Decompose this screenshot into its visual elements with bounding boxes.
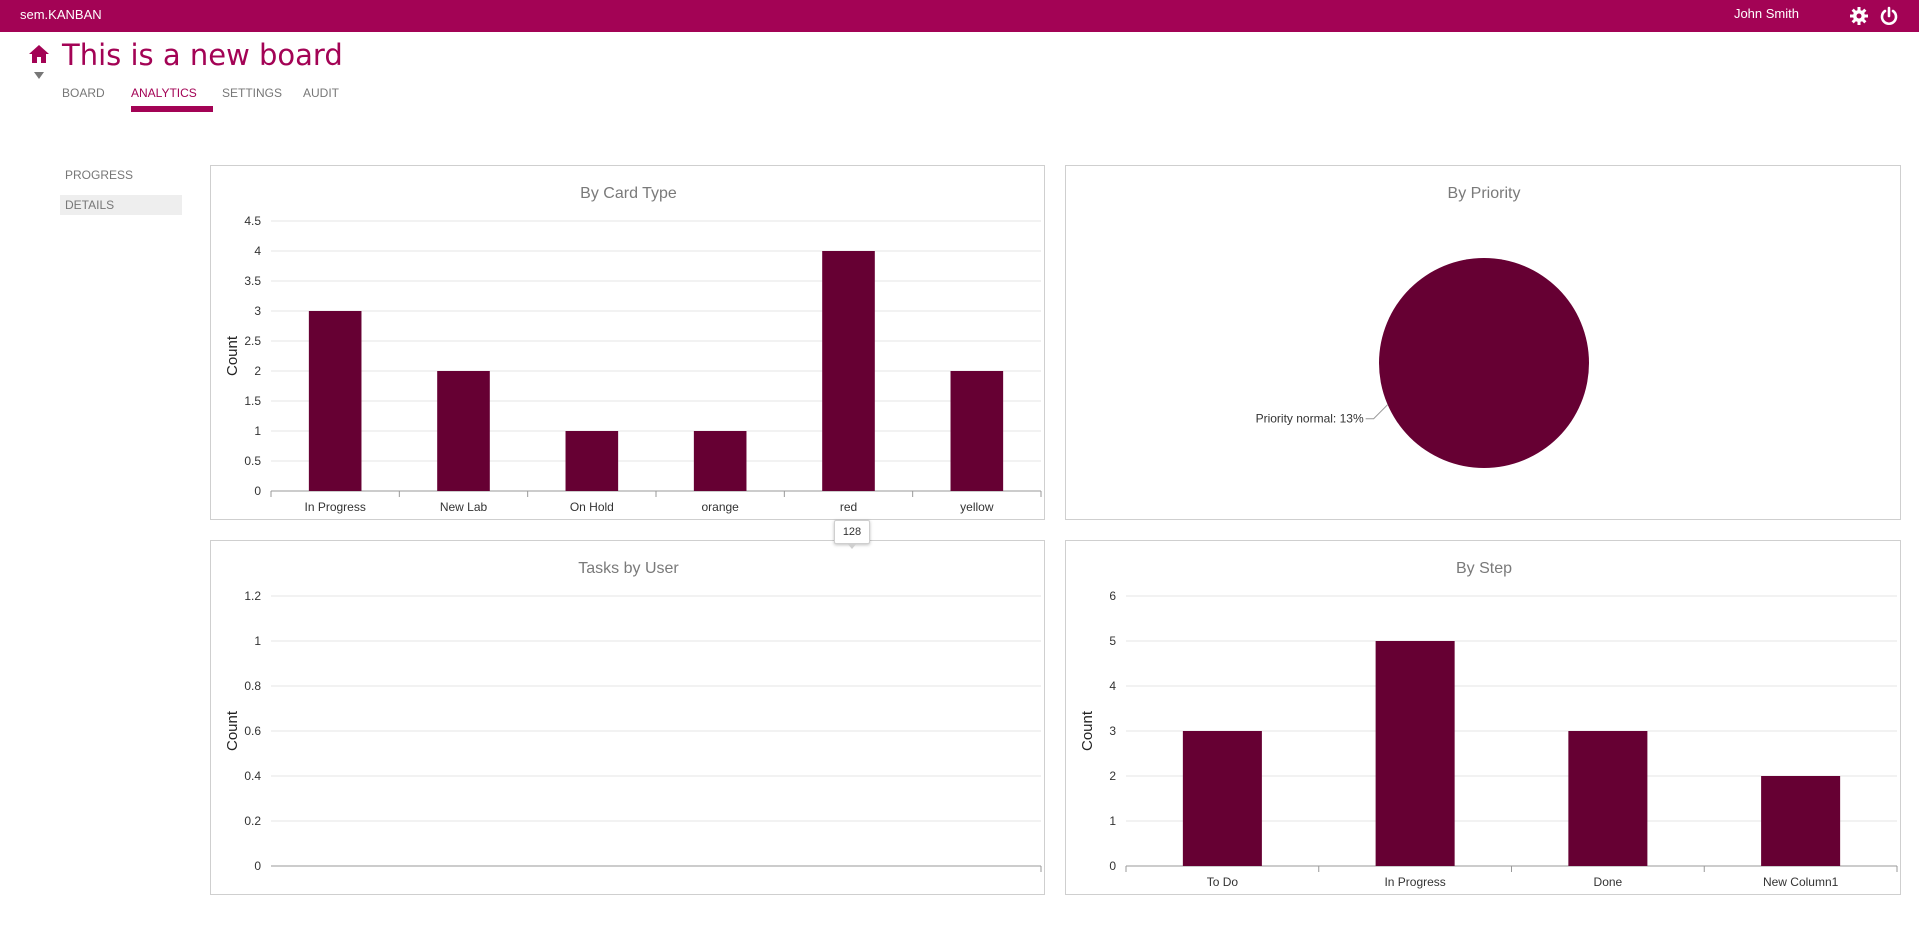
x-tick-label: orange: [701, 500, 739, 514]
y-tick-label: 0.5: [244, 454, 261, 468]
y-axis-title: Count: [224, 335, 241, 376]
tasks-by-user-chart: Tasks by User 0 0.2 0.4 0.6 0.8 1 1.2 Count: [224, 560, 1042, 873]
y-tick-label: 0.4: [244, 769, 261, 783]
chart-panel-by-step: By Step 0 1 2 3 4 5 6 Count To Do In Progress Done N…: [1065, 540, 1901, 895]
tab-analytics[interactable]: ANALYTICS: [131, 86, 197, 100]
sidebar-item-progress[interactable]: PROGRESS: [65, 168, 134, 182]
y-tick-label: 0: [1109, 859, 1116, 873]
tab-settings[interactable]: SETTINGS: [222, 86, 283, 100]
y-tick-label: 0: [254, 484, 261, 498]
board-title: This is a new board: [62, 38, 343, 72]
bar-yellow[interactable]: [950, 371, 1004, 491]
chart-title: By Card Type: [580, 185, 677, 202]
caret-down-icon[interactable]: [32, 67, 46, 79]
y-tick-label: 2.5: [244, 334, 261, 348]
y-tick-label: 1: [254, 634, 261, 648]
pie-slice-priority-normal[interactable]: [1379, 258, 1589, 468]
y-tick-label: 0: [254, 859, 261, 873]
chart-panel-by-priority: By Priority Priority normal: 13%: [1065, 165, 1901, 520]
y-tick-label: 3: [1109, 724, 1116, 738]
sidebar-item-details[interactable]: DETAILS: [60, 195, 182, 215]
y-tick-label: 2: [1109, 769, 1116, 783]
top-bar: sem.KANBAN John Smith: [0, 0, 1919, 32]
by-step-chart: By Step 0 1 2 3 4 5 6 Count To Do In Progress Done N…: [1079, 560, 1898, 889]
x-tick-label: To Do: [1207, 875, 1239, 889]
chart-tooltip: 128: [834, 520, 870, 549]
by-card-type-chart: By Card Type 0 0.5 1 1.5 2 2.5 3 3.5 4 4.5 Count In …: [224, 185, 1042, 514]
y-tick-label: 3: [254, 304, 261, 318]
y-tick-label: 5: [1109, 634, 1116, 648]
by-priority-chart: By Priority Priority normal: 13%: [1256, 185, 1589, 468]
x-tick-label: red: [840, 500, 857, 514]
y-tick-label: 0.2: [244, 814, 261, 828]
x-tick-label: yellow: [960, 500, 994, 514]
y-axis-title: Count: [1079, 710, 1096, 751]
chart-title: Tasks by User: [578, 560, 679, 577]
y-tick-label: 4.5: [244, 214, 261, 228]
bar-in-progress[interactable]: [1375, 641, 1455, 866]
y-tick-label: 1: [1109, 814, 1116, 828]
y-tick-label: 0.6: [244, 724, 261, 738]
bar-red[interactable]: [822, 251, 875, 491]
power-icon[interactable]: [1879, 6, 1899, 26]
bar-new-lab[interactable]: [437, 371, 490, 491]
bar-new-column1[interactable]: [1761, 776, 1841, 866]
y-tick-label: 1.2: [244, 589, 261, 603]
chart-panel-tasks-by-user: Tasks by User 0 0.2 0.4 0.6 0.8 1 1.2 Count: [210, 540, 1045, 895]
user-name[interactable]: John Smith: [1733, 6, 1799, 21]
chart-panel-by-card-type: By Card Type 0 0.5 1 1.5 2 2.5 3 3.5 4 4.5 Count In …: [210, 165, 1045, 520]
y-tick-label: 3.5: [244, 274, 261, 288]
y-tick-label: 6: [1109, 589, 1116, 603]
x-tick-label: In Progress: [304, 500, 365, 514]
x-tick-label: In Progress: [1384, 875, 1445, 889]
active-tab-indicator: [131, 106, 213, 112]
pie-slice-label: Priority normal: 13%: [1256, 412, 1364, 426]
app-name[interactable]: sem.KANBAN: [20, 7, 102, 22]
y-tick-label: 1.5: [244, 394, 261, 408]
bar-done[interactable]: [1568, 731, 1648, 866]
tab-board[interactable]: BOARD: [62, 86, 105, 100]
gear-icon[interactable]: [1849, 6, 1869, 26]
y-tick-label: 1: [254, 424, 261, 438]
bar-orange[interactable]: [693, 431, 747, 491]
bar-to-do[interactable]: [1182, 731, 1262, 866]
x-tick-label: New Lab: [440, 500, 488, 514]
x-tick-label: New Column1: [1763, 875, 1839, 889]
y-tick-label: 4: [1109, 679, 1116, 693]
tab-audit[interactable]: AUDIT: [303, 86, 339, 100]
y-tick-label: 2: [254, 364, 261, 378]
bar-on-hold[interactable]: [565, 431, 619, 491]
chart-title: By Step: [1456, 560, 1512, 577]
y-tick-label: 4: [254, 244, 261, 258]
home-icon[interactable]: [28, 44, 50, 64]
y-axis-title: Count: [224, 710, 241, 751]
x-tick-label: Done: [1594, 875, 1623, 889]
pie-label-connector: [1365, 404, 1388, 420]
x-tick-label: On Hold: [570, 500, 614, 514]
bar-in-progress[interactable]: [308, 311, 362, 491]
y-tick-label: 0.8: [244, 679, 261, 693]
chart-title: By Priority: [1448, 185, 1521, 202]
